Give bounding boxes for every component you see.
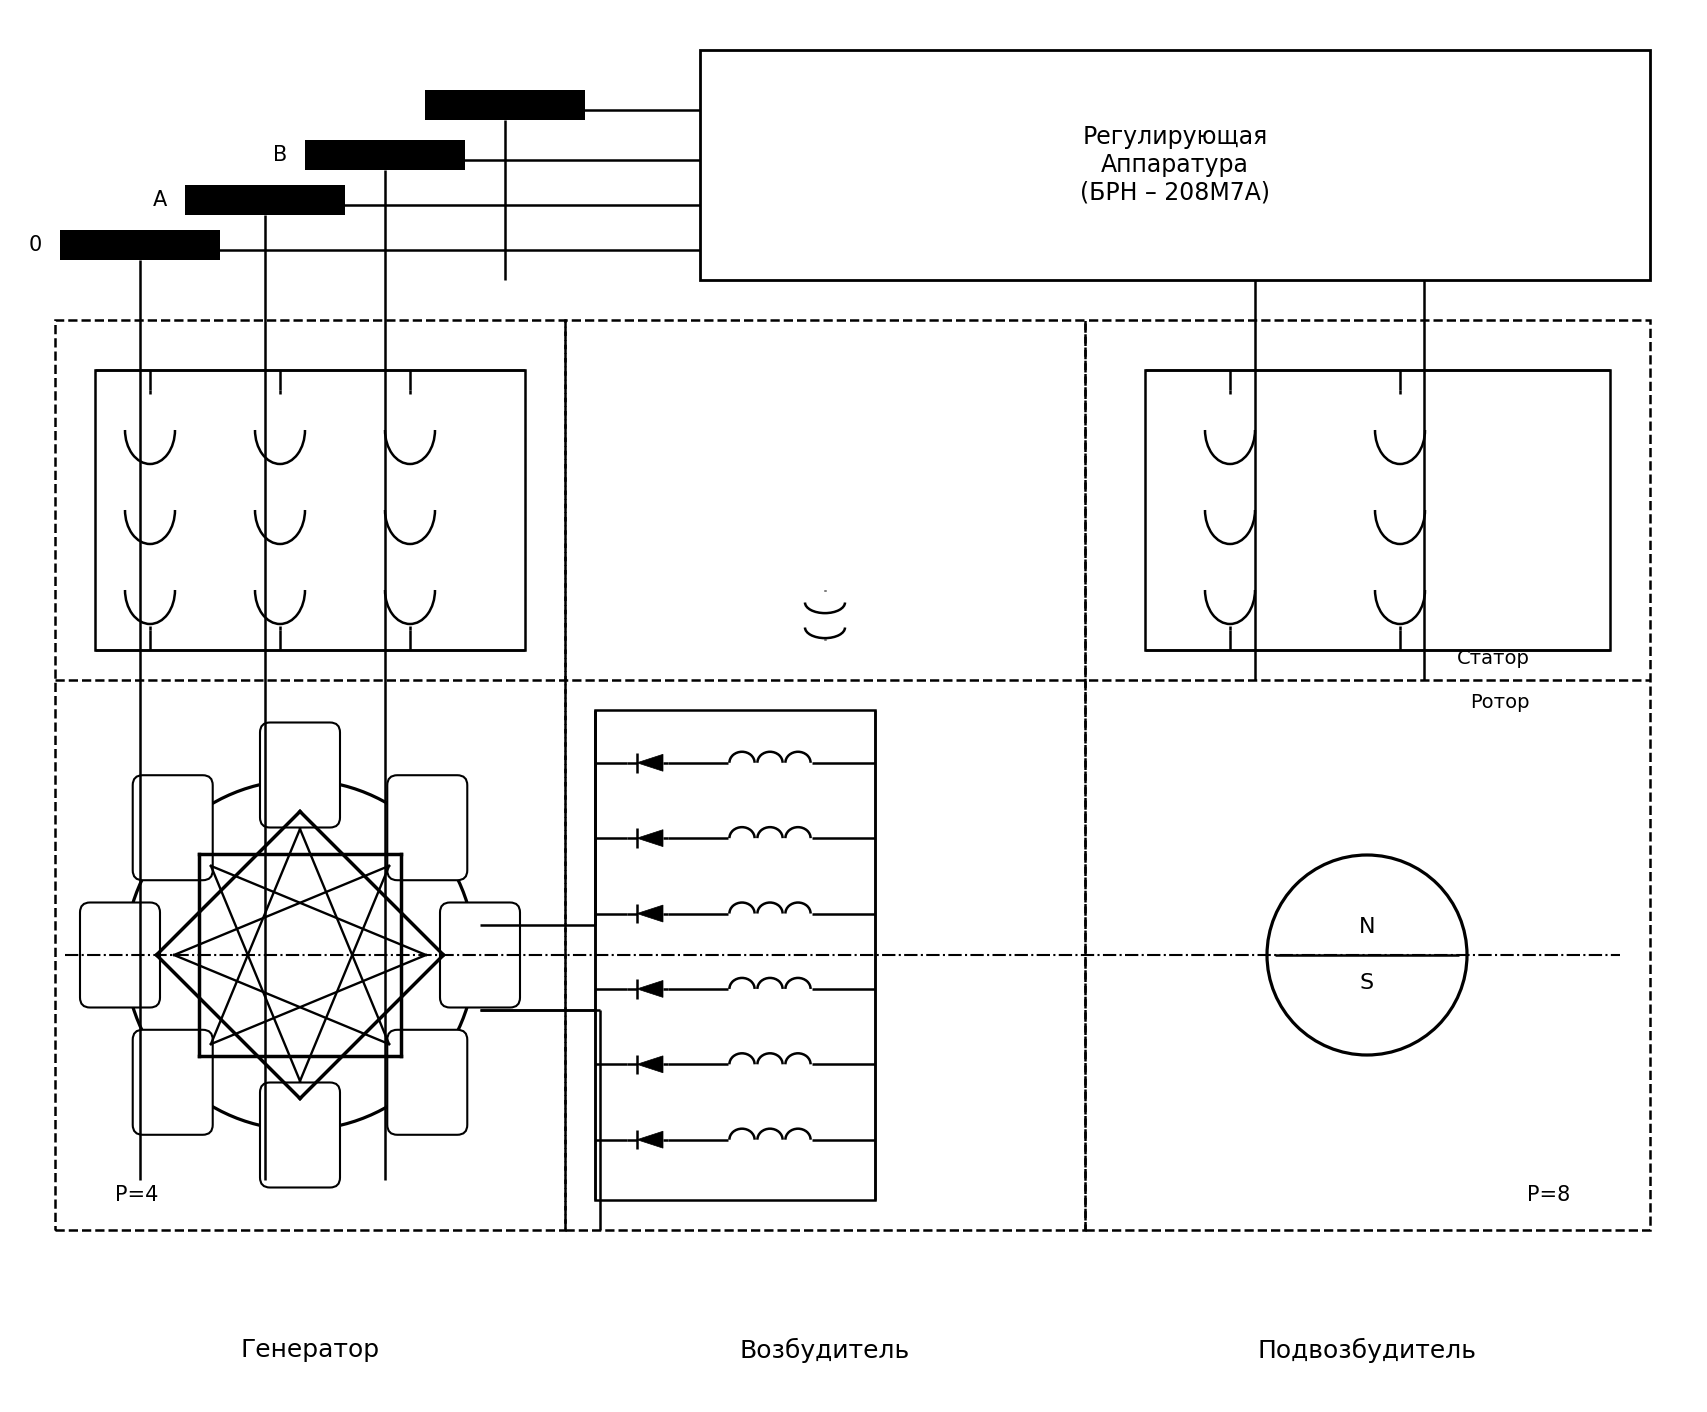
Bar xyxy=(1145,370,1610,650)
FancyBboxPatch shape xyxy=(133,775,213,880)
FancyBboxPatch shape xyxy=(133,1029,213,1135)
Text: B: B xyxy=(273,145,287,165)
FancyBboxPatch shape xyxy=(259,723,340,827)
Text: P=4: P=4 xyxy=(114,1185,159,1204)
Text: 0: 0 xyxy=(29,234,43,256)
Polygon shape xyxy=(637,1056,662,1073)
FancyBboxPatch shape xyxy=(387,1029,468,1135)
FancyBboxPatch shape xyxy=(80,902,160,1008)
Bar xyxy=(425,90,586,120)
Bar xyxy=(60,230,220,260)
Bar xyxy=(565,321,1086,1230)
FancyBboxPatch shape xyxy=(440,902,521,1008)
Text: Возбудитель: Возбудитель xyxy=(739,1337,910,1363)
Bar xyxy=(96,370,526,650)
Polygon shape xyxy=(637,1131,662,1148)
Text: P=8: P=8 xyxy=(1526,1185,1570,1204)
Text: S: S xyxy=(1360,973,1374,993)
Text: N: N xyxy=(1359,916,1376,938)
Bar xyxy=(596,710,876,1200)
Text: Регулирующая
Аппаратура
(БРН – 208М7А): Регулирующая Аппаратура (БРН – 208М7А) xyxy=(1081,126,1270,205)
Text: Ротор: Ротор xyxy=(1470,692,1529,712)
Bar xyxy=(306,140,464,169)
Bar xyxy=(55,321,565,1230)
Polygon shape xyxy=(637,905,662,922)
Polygon shape xyxy=(637,830,662,847)
Polygon shape xyxy=(637,980,662,997)
Bar xyxy=(1086,321,1651,1230)
Text: Статор: Статор xyxy=(1458,648,1529,668)
Polygon shape xyxy=(637,754,662,771)
FancyBboxPatch shape xyxy=(259,1083,340,1187)
FancyBboxPatch shape xyxy=(387,775,468,880)
Bar xyxy=(184,185,345,215)
Bar xyxy=(700,49,1651,280)
Text: A: A xyxy=(152,191,167,210)
Text: Подвозбудитель: Подвозбудитель xyxy=(1258,1337,1477,1363)
Text: Генератор: Генератор xyxy=(241,1339,379,1363)
